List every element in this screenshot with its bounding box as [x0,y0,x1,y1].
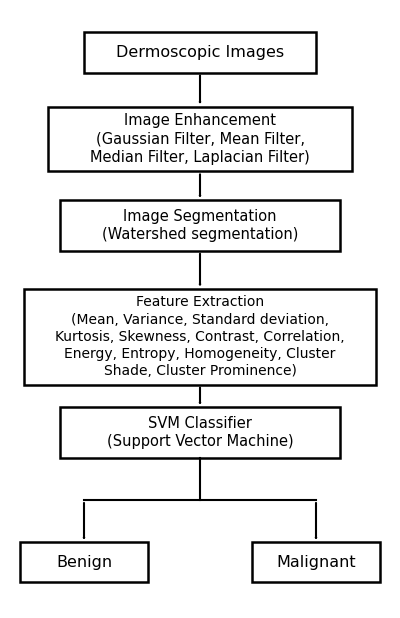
Text: Image Segmentation
(Watershed segmentation): Image Segmentation (Watershed segmentati… [102,209,298,242]
FancyBboxPatch shape [60,407,340,458]
Text: Malignant: Malignant [276,555,356,570]
FancyBboxPatch shape [84,32,316,72]
Text: Benign: Benign [56,555,112,570]
FancyBboxPatch shape [20,543,148,582]
FancyBboxPatch shape [24,289,376,384]
FancyBboxPatch shape [60,200,340,251]
FancyBboxPatch shape [252,543,380,582]
Text: Dermoscopic Images: Dermoscopic Images [116,45,284,60]
Text: Feature Extraction
(Mean, Variance, Standard deviation,
Kurtosis, Skewness, Cont: Feature Extraction (Mean, Variance, Stan… [55,295,345,378]
FancyBboxPatch shape [48,106,352,171]
Text: Image Enhancement
(Gaussian Filter, Mean Filter,
Median Filter, Laplacian Filter: Image Enhancement (Gaussian Filter, Mean… [90,113,310,165]
Text: SVM Classifier
(Support Vector Machine): SVM Classifier (Support Vector Machine) [107,416,293,449]
